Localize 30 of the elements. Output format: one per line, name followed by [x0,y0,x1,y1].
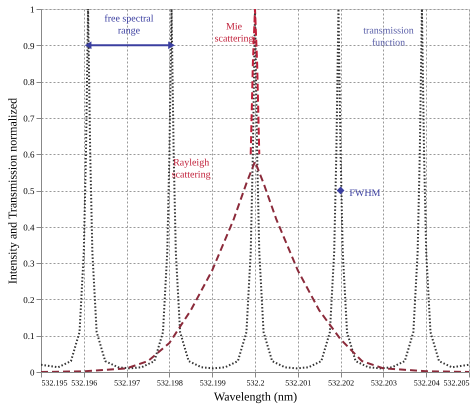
annotation: transmission function [363,25,414,48]
y-tick-label: 0.9 [23,40,35,51]
x-tick-label: 532.202 [328,378,354,388]
y-tick-label: 0.4 [23,222,35,232]
x-tick-label: 532.204 [414,378,440,388]
x-tick-label: 532.198 [156,378,183,388]
annotation: FWHM [349,188,381,200]
line-series [41,9,469,370]
x-tick-label: 532.205 [444,378,470,388]
y-tick-label: 0.7 [23,113,35,124]
x-tick-label: 532.195 [42,378,68,388]
y-tick-label: 0.5 [23,186,35,196]
y-tick-label: 0.1 [23,331,34,342]
x-axis-title: Wavelength (nm) [214,390,298,404]
x-tick-label: 532.196 [71,378,98,388]
x-tick-label: 532.201 [285,378,312,388]
x-tick-label: 532.197 [114,378,140,388]
y-tick-label: 0 [30,368,35,378]
y-tick-label: 0.6 [23,150,35,160]
y-tick-label: 0.8 [23,77,35,88]
annotation: Mie scattering [214,22,254,45]
x-tick-label: 532.2 [246,378,264,388]
y-tick-label: 0.2 [23,294,34,305]
annotation: Rayleigh scattering [172,157,211,180]
x-tick-label: 532.199 [200,378,226,388]
y-tick-label: 0.3 [23,258,35,269]
x-tick-label: 532.203 [370,378,397,388]
y-tick-label: 1 [30,4,34,14]
annotation: free spectral range [104,13,154,36]
y-axis-title: Intensity and Transmission normalized [5,98,20,284]
